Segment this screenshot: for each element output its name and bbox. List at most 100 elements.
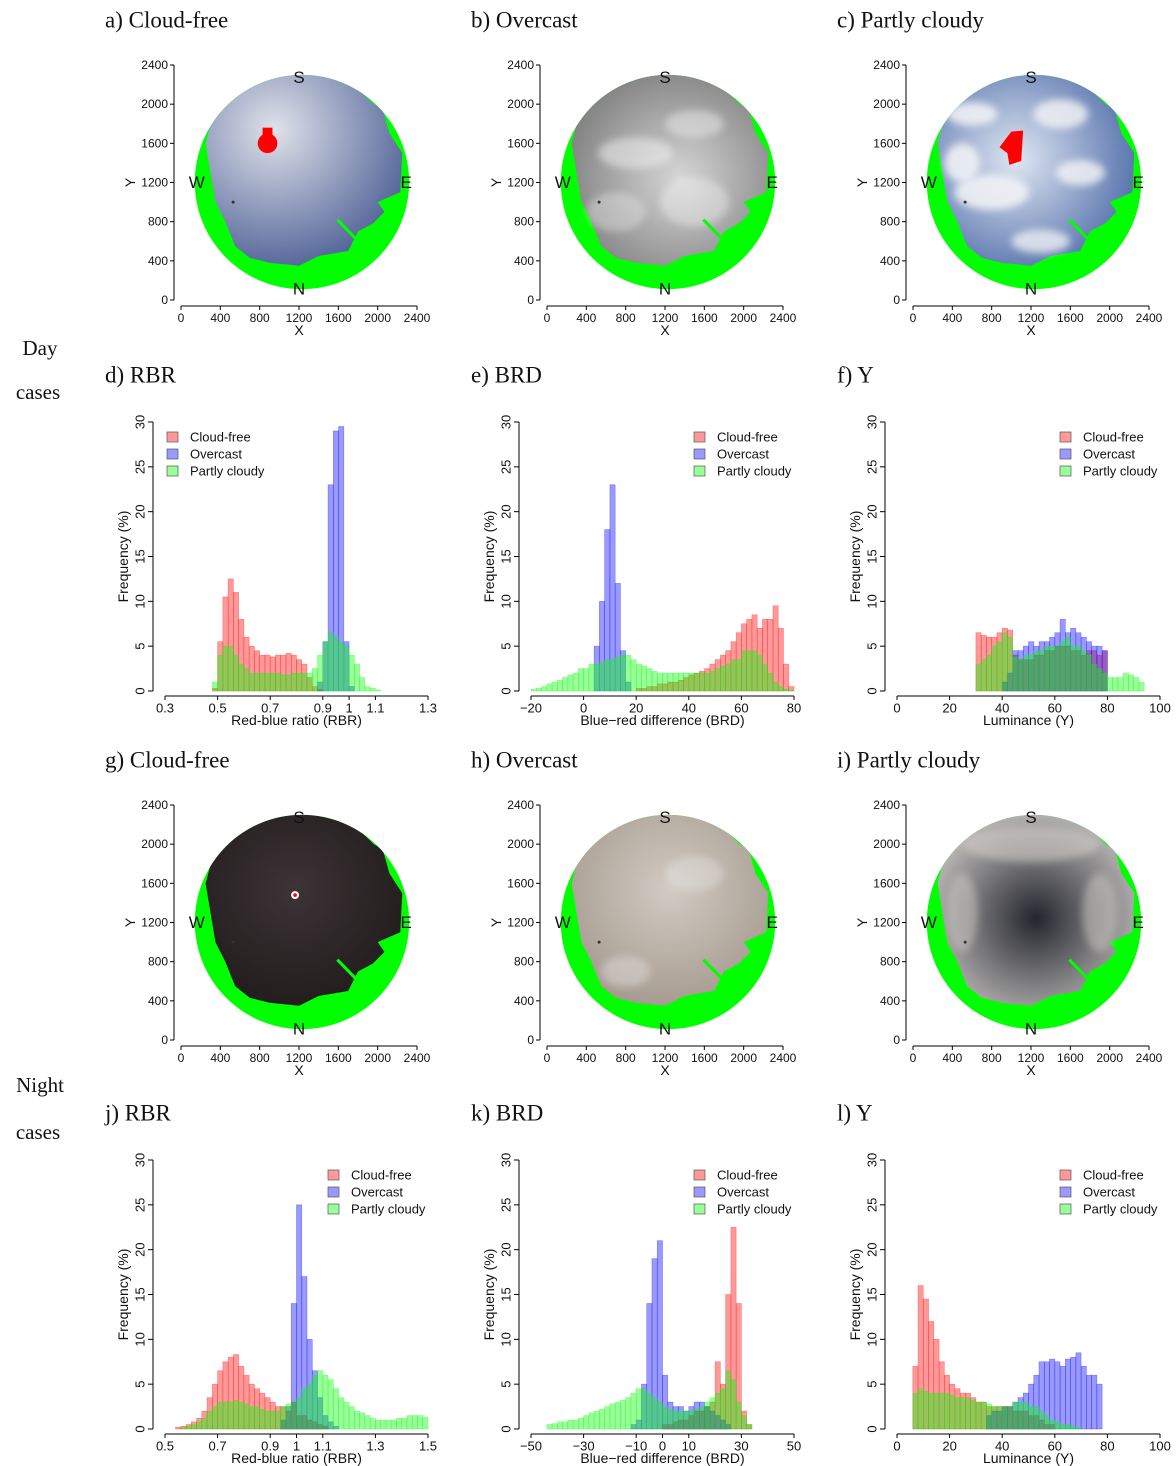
cloud [1032,99,1089,129]
histogram-bar [735,1401,742,1430]
row-label: Night [16,1073,64,1097]
histogram-bar [625,654,632,692]
histogram-bar [546,683,553,692]
histogram-bar [693,672,700,692]
histogram-bar [1070,1356,1077,1430]
histogram-bar [1043,641,1050,692]
y-axis-label: Y [854,917,870,927]
histogram-bar [1028,641,1035,692]
x-tick-label: 1600 [691,1051,718,1065]
sky-image [560,74,776,290]
histogram-bar [1028,1415,1035,1430]
histogram-bar [411,1415,418,1430]
histogram-bar [651,1397,658,1430]
histogram-bar [725,1370,732,1430]
legend-label: Partly cloudy [1083,464,1158,479]
x-tick-label: 0 [893,1439,900,1454]
histogram-bar [699,672,705,692]
histogram-bar [290,1401,297,1430]
histogram-bar [741,1410,747,1430]
histogram-bar [996,1406,1003,1430]
sky-region [937,74,1135,266]
x-tick-label: 2000 [730,1051,757,1065]
x-tick-label: 80 [787,701,801,716]
histogram-bar [417,1415,424,1430]
histogram-bar [630,1424,637,1430]
histogram-bar [1038,1361,1045,1430]
histogram-bar [212,1383,218,1430]
histogram-bar [546,1424,553,1430]
y-tick-label: 1200 [873,916,900,930]
histogram-bar [630,1392,637,1430]
histogram-bar [741,623,747,692]
histogram-bar [238,618,245,692]
x-tick-label: 0 [178,311,185,325]
histogram-bar [944,1392,950,1430]
histogram-bar [401,1417,408,1430]
histogram-bar [672,681,679,692]
x-tick-label: 40 [995,701,1009,716]
histogram-bar [275,1410,282,1430]
y-tick-label: 0 [527,1033,534,1047]
histogram-bar [1075,645,1082,692]
y-axis-label: Frequency (%) [115,1249,131,1341]
histogram-bar [259,672,266,692]
histogram-bar [635,663,642,692]
compass-label: S [1025,68,1036,87]
sky-region [205,74,403,266]
x-tick-label: 0 [910,1051,917,1065]
compass-label: E [401,913,412,932]
histogram-bar [1043,1361,1050,1430]
histogram-bar [667,681,674,692]
histogram-bar [646,1392,653,1430]
compass-label: S [293,68,304,87]
x-tick-label: 0 [544,311,551,325]
sun-mask [262,127,273,140]
compass-label: E [1133,913,1144,932]
histogram-bar [1054,1421,1061,1430]
histogram-bar [709,670,716,692]
histogram-bar [1080,654,1087,692]
legend-swatch [693,1186,706,1198]
panel-title: b) Overcast [471,8,578,33]
histogram-bar [1070,645,1077,692]
histogram-bar [369,688,376,692]
histogram-bar [1017,659,1024,692]
y-tick-label: 20 [133,1242,148,1256]
histogram-bar [599,662,605,692]
legend-label: Partly cloudy [717,1202,792,1217]
legend-swatch [166,448,179,460]
x-tick-label: 0 [544,1051,551,1065]
histogram-bar [709,1401,716,1430]
histogram-bar [1017,1401,1024,1430]
compass-label: N [293,280,305,299]
histogram-bar [583,1415,590,1430]
histogram-bar [1007,672,1014,692]
histogram-bar [322,1426,329,1430]
legend-label: Overcast [717,1185,769,1200]
histogram-bar [772,605,779,692]
histogram-bar [1038,650,1045,692]
y-axis-label: Y [488,177,504,187]
histogram-bar [327,1421,334,1430]
histogram-bar [714,1415,721,1430]
y-tick-label: 15 [499,549,514,563]
y-tick-label: 1600 [507,876,534,890]
cloud [1011,229,1071,254]
histogram-bar [954,1397,961,1430]
sky-image [194,814,410,1030]
histogram-bar [1017,659,1024,692]
histogram-bar [735,1303,742,1430]
histogram-bar [788,686,795,692]
histogram-bar [1091,1374,1098,1430]
x-tick-label: −50 [520,1439,542,1454]
histogram-bar [975,663,982,692]
histogram-bar [364,686,371,692]
y-tick-label: 25 [865,1198,880,1212]
histogram-bar [725,663,732,692]
x-tick-label: 2000 [730,311,757,325]
y-tick-label: 25 [133,1198,148,1212]
histogram-bar [720,1388,726,1430]
histogram-bar [185,1426,192,1430]
y-tick-label: 25 [499,1198,514,1212]
